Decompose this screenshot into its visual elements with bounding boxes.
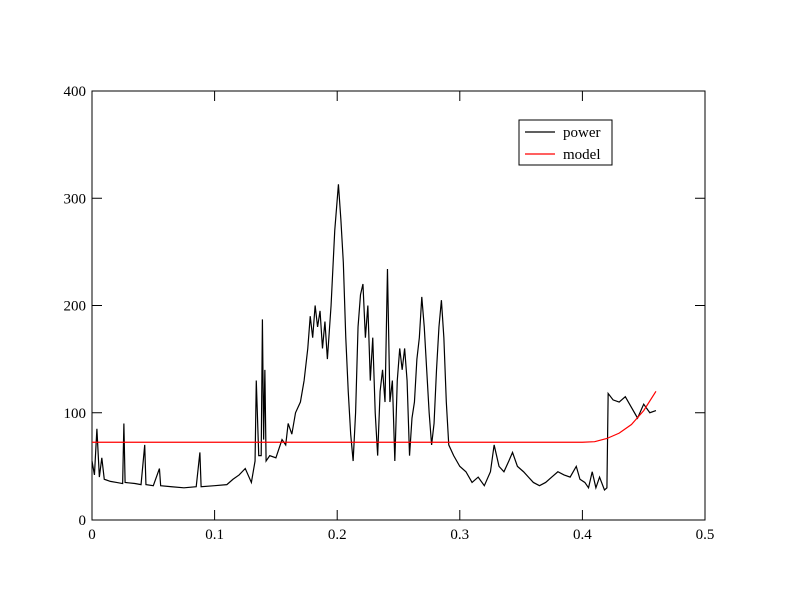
series-line	[91, 184, 657, 491]
series-line	[92, 390, 657, 443]
y-tick-label: 300	[64, 191, 87, 207]
y-tick-label: 0	[79, 513, 87, 529]
x-tick-label: 0.1	[205, 527, 224, 543]
x-tick-label: 0.3	[450, 527, 469, 543]
y-tick-label: 100	[64, 406, 87, 422]
y-tick-label: 400	[64, 84, 87, 100]
legend-box	[518, 119, 613, 166]
x-tick-label: 0.2	[328, 527, 347, 543]
x-tick-label: 0.4	[573, 527, 592, 543]
x-tick-label: 0	[88, 527, 96, 543]
x-tick-label: 0.5	[696, 527, 715, 543]
legend-label: power	[563, 125, 601, 141]
plot-frame	[91, 90, 706, 521]
y-tick-label: 200	[64, 299, 87, 315]
legend-label: model	[563, 147, 601, 163]
